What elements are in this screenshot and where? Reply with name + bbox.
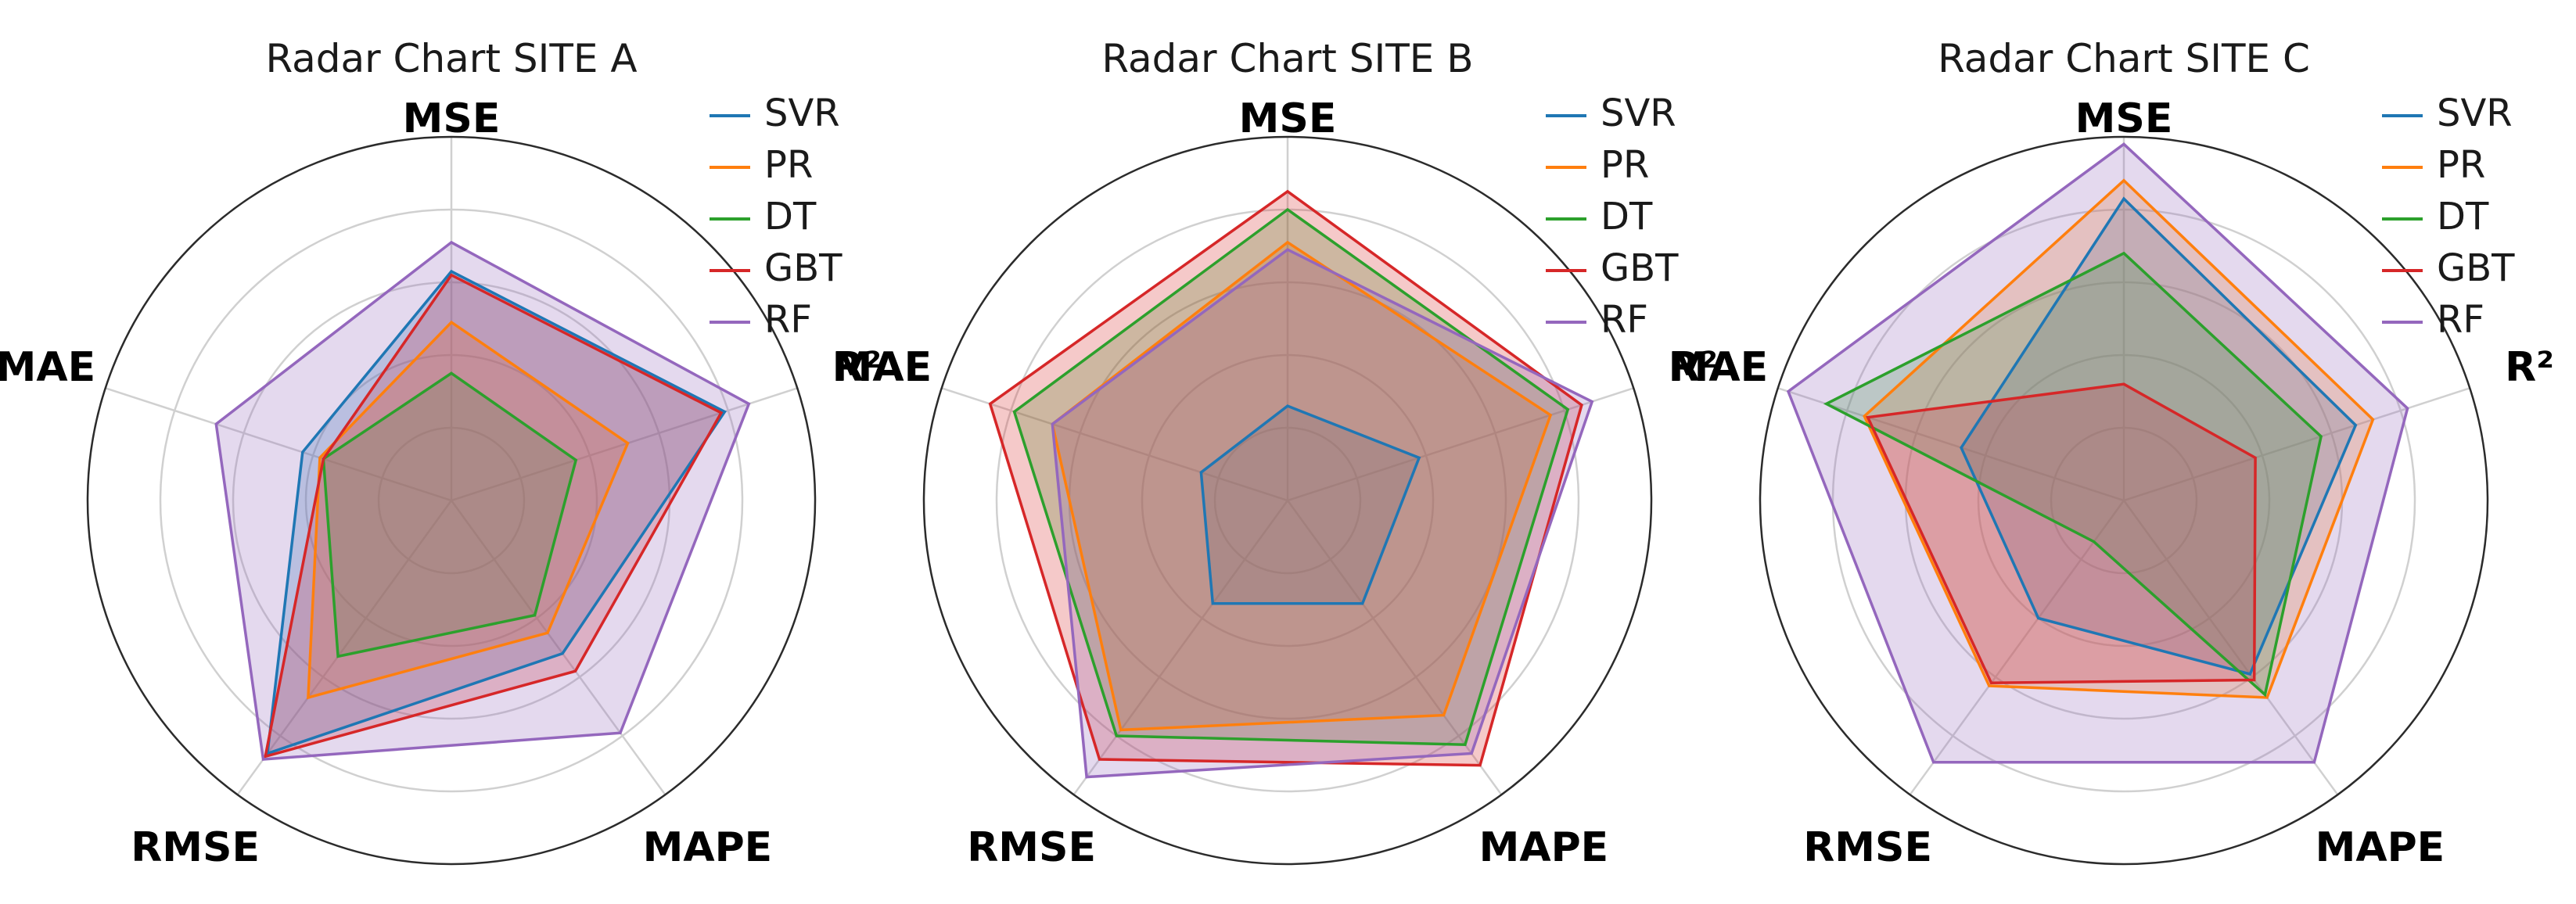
chart0-axis-label-mape: MAPE [643,824,773,871]
chart2-spoke-mape [2122,500,2339,795]
chart0-series-fill-rf [216,242,749,759]
chart1-spoke-r [1287,387,1634,502]
chart2-legend-label-dt: DT [2437,195,2489,239]
chart1-radar: MSE R² MAPE RMSE MAE Radar Chart SITE B SVR PR D… [832,36,1718,871]
chart0-series-line-svr [265,269,727,756]
chart2-series-line-pr [1863,178,2375,699]
chart1-legend-label-rf: RF [1601,298,1648,342]
chart0-radar: MSE R² MAPE RMSE MAE Radar Chart SITE A SVR PR D… [0,36,882,871]
chart1-spoke-rmse [1072,500,1289,795]
chart1-legend-label-dt: DT [1601,195,1653,239]
chart0-series-line-pr [307,320,630,700]
chart2-legend-label-svr: SVR [2437,91,2513,135]
chart0-legend-label-gbt: GBT [764,246,842,290]
chart2-legend: SVR PR DT GBT RF [2382,91,2515,342]
chart2-series-line-dt [1823,251,2323,698]
chart2-axis-label-mape: MAPE [2316,824,2445,871]
chart0-series-fill-dt [323,373,577,657]
chart2-series-fill-rf [1788,144,2408,762]
chart1-legend: SVR PR DT GBT RF [1546,91,1679,342]
chart2-outer-circle [1759,135,2489,866]
chart1-title: Radar Chart SITE B [1101,36,1473,81]
chart0-spoke-mape [450,500,666,795]
chart1-series-line-dt [1012,207,1570,746]
chart2-legend-label-gbt: GBT [2437,246,2515,290]
chart0-axis-label-mae: MAE [0,344,95,391]
chart1-series-line-gbt [988,189,1583,767]
chart0-spoke-rmse [236,500,453,795]
chart2-legend-label-rf: RF [2437,298,2484,342]
chart1-outer-circle [922,135,1653,866]
chart1-axis-label-rmse: RMSE [967,824,1096,871]
chart2-axis-label-r: R² [2505,344,2554,391]
chart0-axis-label-mse: MSE [403,95,501,142]
chart1-axis-label-r: R² [1669,344,1718,391]
chart0-legend-label-rf: RF [764,298,812,342]
chart2-series-fill-pr [1864,180,2373,698]
chart0-series-line-dt [322,371,578,658]
chart0-title: Radar Chart SITE A [265,36,637,81]
chart2-spoke-mae [1777,387,2125,502]
chart0-series-fill-svr [267,271,725,754]
chart2-axis-label-mse: MSE [2075,95,2173,142]
chart2-series-line-rf [1786,142,2409,764]
chart2-axis-label-rmse: RMSE [1803,824,1932,871]
chart1-legend-label-gbt: GBT [1601,246,1679,290]
chart1-legend-label-svr: SVR [1601,91,1676,135]
chart2-series-line-gbt [1866,382,2257,684]
chart1-series-fill-gbt [990,191,1582,766]
chart2-axis-label-mae: MAE [1669,344,1769,391]
chart1-series-fill-svr [1201,406,1420,604]
chart1-series-fill-rf [1052,249,1593,777]
chart1-axis-label-mape: MAPE [1479,824,1609,871]
chart2-series-fill-gbt [1867,384,2256,683]
chart0-axis-label-rmse: RMSE [131,824,260,871]
chart2-series-line-svr [1960,196,2358,676]
chart1-axis-label-mae: MAE [832,344,932,391]
chart2-spoke-r [2123,387,2470,502]
chart0-outer-circle [86,135,817,866]
chart2-legend-label-pr: PR [2437,143,2485,187]
chart1-series-fill-pr [1052,242,1551,730]
chart2-radar: MSE R² MAPE RMSE MAE Radar Chart SITE C SVR PR D… [1669,36,2554,871]
chart0-series-line-gbt [263,273,724,759]
chart0-series-line-rf [214,240,751,761]
chart0-legend: SVR PR DT GBT RF [710,91,842,342]
chart0-legend-label-dt: DT [764,195,817,239]
chart0-axis-label-r: R² [832,344,882,391]
chart0-spoke-mae [105,387,452,502]
chart1-legend-label-pr: PR [1601,143,1649,187]
chart0-legend-label-pr: PR [764,143,813,187]
chart2-title: Radar Chart SITE C [1938,36,2310,81]
chart0-legend-label-svr: SVR [764,91,840,135]
chart2-series-fill-svr [1961,199,2356,675]
chart1-series-line-svr [1199,404,1421,605]
chart0-spoke-r [451,387,798,502]
chart1-series-line-rf [1051,248,1594,779]
chart1-spoke-mae [941,387,1288,502]
chart2-series-fill-dt [1826,253,2322,695]
chart1-axis-label-mse: MSE [1239,95,1337,142]
chart2-spoke-rmse [1909,500,2125,795]
chart1-series-fill-dt [1014,210,1568,745]
